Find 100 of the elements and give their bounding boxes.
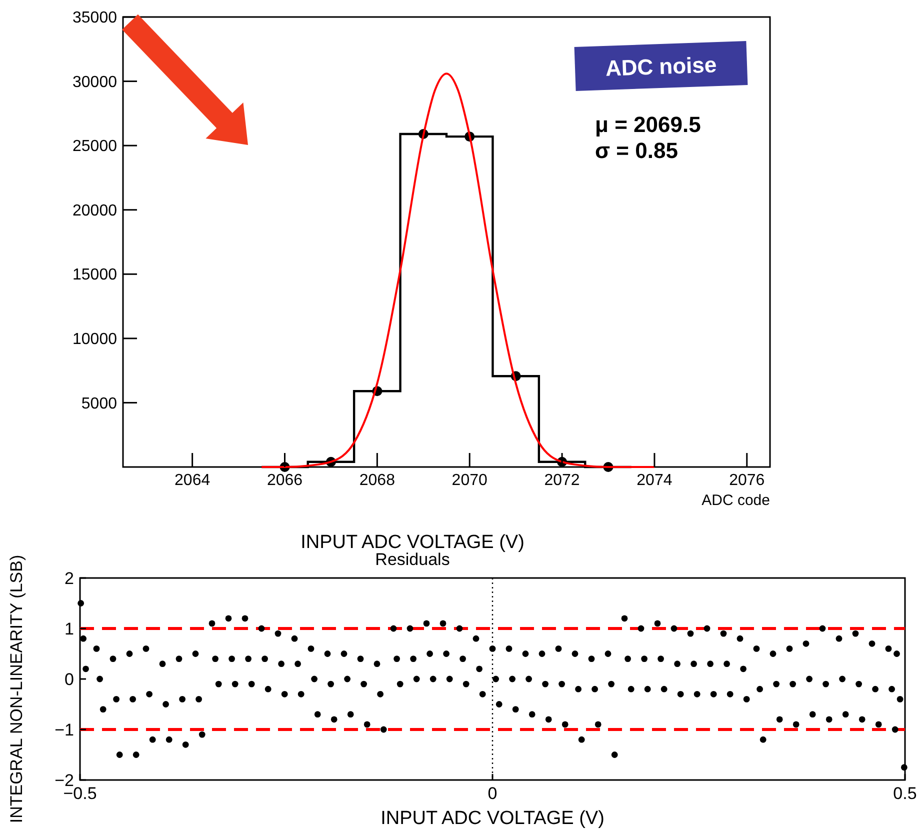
- point: [212, 656, 218, 662]
- point: [406, 625, 414, 632]
- point: [894, 650, 900, 657]
- point: [670, 625, 678, 632]
- x-tick-label: 0.5: [893, 784, 917, 803]
- point: [555, 646, 562, 652]
- point: [858, 716, 866, 723]
- point: [677, 690, 684, 698]
- point: [710, 690, 717, 698]
- point: [641, 656, 648, 662]
- point: [245, 656, 252, 662]
- point: [80, 635, 86, 642]
- point: [542, 680, 548, 688]
- point: [704, 625, 710, 632]
- y-tick-label: 35000: [72, 10, 118, 27]
- point: [423, 620, 430, 627]
- point: [460, 656, 466, 662]
- point: [644, 686, 651, 692]
- point: [278, 660, 284, 668]
- point: [694, 690, 700, 698]
- y-tick-label: −2: [54, 770, 74, 790]
- y-tick-label: 25000: [72, 138, 118, 156]
- point: [364, 721, 370, 728]
- point: [225, 615, 232, 622]
- point: [394, 656, 400, 662]
- point: [545, 716, 552, 723]
- point: [687, 630, 694, 637]
- point: [660, 686, 668, 692]
- point: [344, 676, 350, 682]
- chart-title: INPUT ADC VOLTAGE (V): [300, 532, 524, 553]
- point: [900, 764, 908, 771]
- point: [724, 660, 730, 668]
- y-tick-label: 0: [64, 670, 74, 689]
- point: [770, 650, 776, 657]
- point: [377, 690, 384, 698]
- point: [462, 680, 470, 688]
- point: [496, 701, 502, 708]
- point: [852, 630, 859, 637]
- point: [390, 625, 397, 632]
- y-tick-label: 5000: [81, 395, 118, 412]
- point: [192, 650, 199, 657]
- point: [773, 680, 780, 688]
- point: [176, 656, 182, 662]
- point: [330, 716, 338, 723]
- point: [624, 656, 631, 662]
- point: [357, 656, 364, 662]
- point: [374, 660, 380, 668]
- point: [538, 650, 546, 657]
- x-tick-label: 0: [488, 784, 498, 803]
- annotation: ADC noise: [604, 52, 718, 81]
- point: [413, 676, 420, 682]
- point: [262, 656, 268, 662]
- point: [248, 680, 255, 688]
- point: [130, 696, 136, 702]
- y-axis-title: INTEGRAL NON-LINEARITY (LSB): [7, 554, 26, 824]
- point: [308, 646, 314, 652]
- point: [868, 640, 876, 647]
- y-tick-label: 20000: [72, 202, 118, 220]
- point: [110, 656, 116, 662]
- point: [78, 600, 84, 606]
- point: [443, 650, 450, 657]
- y-tick-label: 1: [64, 619, 74, 638]
- point: [360, 680, 367, 688]
- point: [149, 736, 156, 743]
- point: [159, 660, 166, 668]
- chart-subtitle: Residuals: [375, 550, 450, 569]
- point: [228, 656, 235, 662]
- point: [760, 736, 766, 743]
- point: [476, 666, 482, 672]
- x-axis-title: ADC code: [702, 492, 770, 509]
- x-tick-label: 2076: [729, 472, 765, 489]
- point: [604, 650, 612, 657]
- x-tick-label: 2070: [452, 472, 488, 489]
- point: [753, 646, 760, 652]
- point: [822, 680, 829, 688]
- x-tick-label: 2066: [266, 472, 303, 489]
- annotation: σ = 0.85: [595, 138, 678, 163]
- point: [575, 686, 582, 692]
- point: [440, 620, 446, 627]
- point: [594, 721, 602, 728]
- point: [819, 625, 826, 632]
- point: [96, 676, 103, 682]
- point: [264, 686, 272, 692]
- point: [274, 630, 282, 637]
- point: [690, 660, 697, 668]
- point: [232, 680, 238, 688]
- point: [489, 646, 496, 652]
- point: [82, 666, 89, 672]
- point: [628, 686, 634, 692]
- point: [611, 752, 618, 758]
- point: [790, 680, 796, 688]
- point: [896, 696, 904, 702]
- x-tick-label: 2074: [636, 472, 672, 489]
- point: [558, 680, 565, 688]
- point: [826, 716, 832, 723]
- point: [410, 656, 416, 662]
- point: [492, 676, 499, 682]
- point: [396, 680, 404, 688]
- point: [328, 680, 334, 688]
- point: [100, 706, 106, 712]
